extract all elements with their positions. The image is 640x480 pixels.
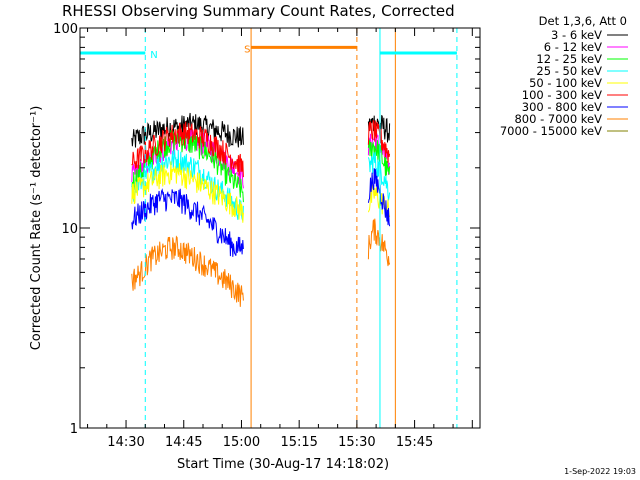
series-5-segment-2 — [367, 119, 391, 163]
x-tick-label-3: 15:15 — [280, 435, 317, 450]
y-axis-label: Corrected Count Rate (s⁻¹ detector⁻¹) — [29, 106, 44, 351]
series-6-segment-1 — [131, 188, 244, 257]
x-tick-label-0: 14:30 — [107, 435, 144, 450]
x-tick-label-2: 15:00 — [223, 435, 260, 450]
y-tick-label-2: 100 — [53, 22, 78, 37]
series-3-segment-2 — [367, 152, 391, 201]
axes-frame — [79, 27, 481, 429]
series-4-segment-1 — [131, 161, 244, 223]
x-axis-ticks: 14:30 14:45 15:00 15:15 15:30 15:45 — [87, 28, 473, 450]
series-2-segment-2 — [367, 139, 391, 177]
legend-entry-label-1: 6 - 12 keV — [544, 40, 602, 54]
legend-entry-label-7: 800 - 7000 keV — [514, 112, 602, 126]
state-bar-label-0: N — [150, 50, 157, 61]
series-6-segment-2 — [367, 168, 391, 227]
legend-entry-label-0: 3 - 6 keV — [551, 28, 602, 42]
y-axis-ticks: 1 10 100 — [53, 22, 480, 437]
series-7-segment-2 — [367, 218, 391, 267]
legend-entry-label-5: 100 - 300 keV — [522, 88, 602, 102]
series-7-segment-1 — [131, 235, 244, 307]
legend-entry-label-2: 12 - 25 keV — [536, 52, 602, 66]
x-tick-label-1: 14:45 — [165, 435, 202, 450]
chart-title: RHESSI Observing Summary Count Rates, Co… — [62, 2, 455, 20]
x-axis-label: Start Time (30-Aug-17 14:18:02) — [177, 457, 389, 472]
x-tick-label-5: 15:45 — [396, 435, 433, 450]
y-tick-label-0: 1 — [70, 422, 78, 437]
plot-area: NS — [79, 27, 481, 429]
state-bar-label-2: S — [244, 44, 250, 55]
series-0-segment-1 — [131, 112, 244, 148]
y-tick-label-1: 10 — [61, 222, 78, 237]
legend-entry-label-8: 7000 - 15000 keV — [500, 124, 602, 138]
series-5-segment-1 — [131, 121, 244, 178]
legend-entry-label-6: 300 - 800 keV — [522, 100, 602, 114]
legend-header: Det 1,3,6, Att 0 — [539, 14, 627, 28]
x-tick-label-4: 15:30 — [338, 435, 375, 450]
legend-entry-label-4: 50 - 100 keV — [529, 76, 602, 90]
timestamp-label: 1-Sep-2022 19:03 — [564, 467, 636, 476]
legend-entry-label-3: 25 - 50 keV — [536, 64, 602, 78]
